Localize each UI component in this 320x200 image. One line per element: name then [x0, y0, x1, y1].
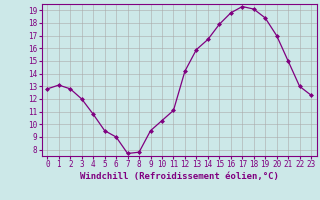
X-axis label: Windchill (Refroidissement éolien,°C): Windchill (Refroidissement éolien,°C) — [80, 172, 279, 181]
